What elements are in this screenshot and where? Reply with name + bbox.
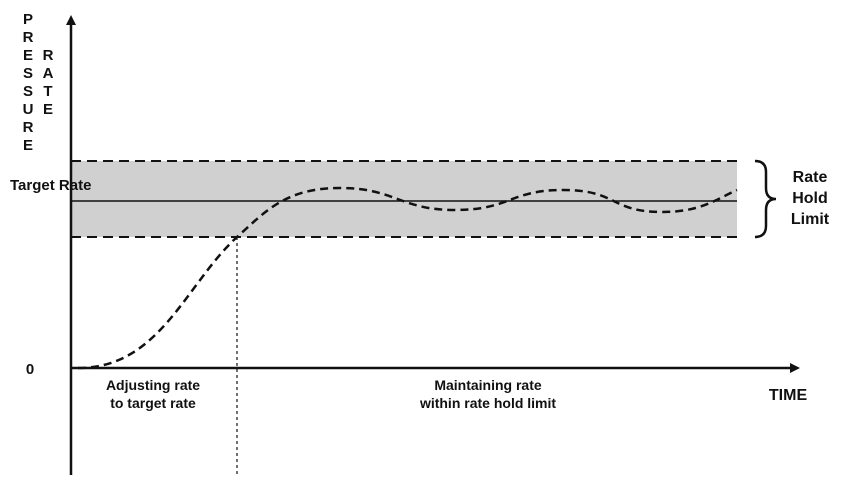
phase-caption-line: Adjusting rate — [106, 377, 200, 393]
y-axis-label-pressure: P R E S S U R E — [23, 11, 34, 154]
y-label-letter: E — [23, 137, 33, 154]
origin-label: 0 — [26, 361, 34, 378]
rate-hold-limit-line: Rate — [793, 169, 828, 186]
y-label-letter: A — [43, 65, 54, 82]
y-label-letter: P — [23, 11, 33, 28]
y-label-letter: R — [23, 119, 34, 136]
phase-caption-maintaining: Maintaining rate within rate hold limit — [419, 377, 556, 411]
x-axis-label: TIME — [769, 387, 808, 404]
y-axis-label-rate: R A T E — [43, 47, 54, 118]
rate-hold-limit-line: Hold — [792, 190, 828, 207]
y-label-letter: S — [23, 83, 33, 100]
rate-hold-limit-line: Limit — [791, 211, 830, 228]
y-label-letter: S — [23, 65, 33, 82]
rate-hold-band — [71, 161, 737, 237]
phase-caption-adjusting: Adjusting rate to target rate — [106, 377, 200, 411]
y-label-letter: U — [23, 101, 34, 118]
phase-caption-line: to target rate — [110, 395, 196, 411]
phase-caption-line: within rate hold limit — [419, 395, 556, 411]
rate-hold-brace — [754, 159, 777, 239]
phase-caption-line: Maintaining rate — [434, 377, 542, 393]
rate-hold-limit-label: Rate Hold Limit — [791, 169, 830, 228]
y-label-letter: R — [23, 29, 34, 46]
y-label-letter: T — [43, 83, 52, 100]
y-label-letter: R — [43, 47, 54, 64]
target-rate-label: Target Rate — [10, 177, 91, 194]
y-label-letter: E — [43, 101, 53, 118]
y-label-letter: E — [23, 47, 33, 64]
